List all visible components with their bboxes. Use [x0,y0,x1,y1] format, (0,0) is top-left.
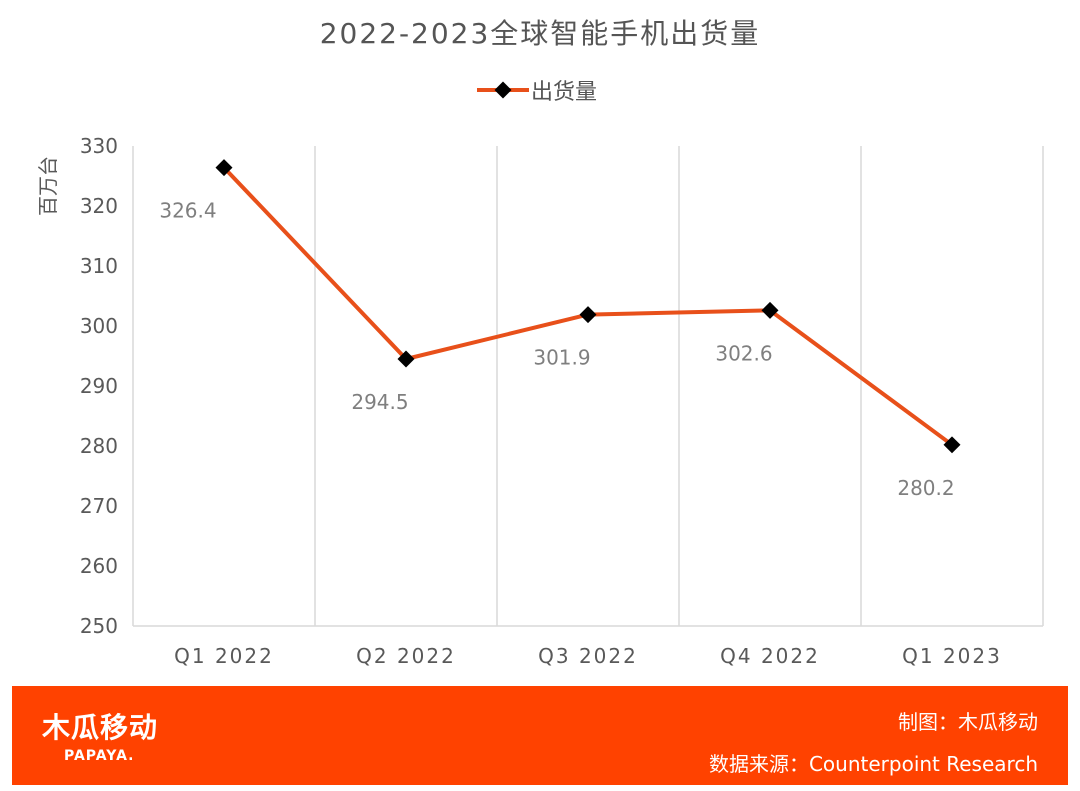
y-tick-label: 270 [80,494,118,518]
x-tick-label: Q4 2022 [720,644,820,668]
data-point [215,159,233,177]
x-tick-label: Q1 2022 [174,644,274,668]
y-tick-label: 260 [80,554,118,578]
logo: 木瓜移动 [42,711,159,744]
y-tick-label: 280 [80,434,118,458]
data-label: 301.9 [533,346,590,370]
data-label: 294.5 [351,390,408,414]
legend-label: 出货量 [531,80,598,105]
credit-text: 制图：木瓜移动 [898,710,1038,734]
y-axis-label: 百万台 [36,156,60,216]
legend-line-marker-icon [477,81,529,99]
y-tick-label: 250 [80,614,118,638]
data-point [579,306,597,324]
y-tick-label: 320 [80,194,118,218]
legend: 出货量 [475,74,597,106]
line-chart: 250 260 270 280 290 300 310 320 330 百万台 Q1 2022 Q2 … [36,134,1044,668]
chart-title: 2022-2023全球智能手机出货量 [319,17,761,50]
y-tick-label: 290 [80,374,118,398]
x-tick-label: Q3 2022 [538,644,638,668]
data-point [761,301,779,319]
data-point [943,436,961,454]
footer-banner: 木瓜移动 PAPAYA. 制图：木瓜移动 数据来源：Counterpoint R… [12,686,1068,785]
data-label: 302.6 [715,341,772,365]
data-label: 280.2 [897,476,954,500]
x-tick-label: Q1 2023 [902,644,1002,668]
data-label: 326.4 [159,199,216,223]
logo-subtitle: PAPAYA. [64,748,135,764]
source-text: 数据来源：Counterpoint Research [708,752,1038,776]
data-point [397,350,415,368]
x-tick-label: Q2 2022 [356,644,456,668]
y-tick-label: 310 [80,254,118,278]
y-tick-label: 300 [80,314,118,338]
y-tick-label: 330 [80,134,118,158]
